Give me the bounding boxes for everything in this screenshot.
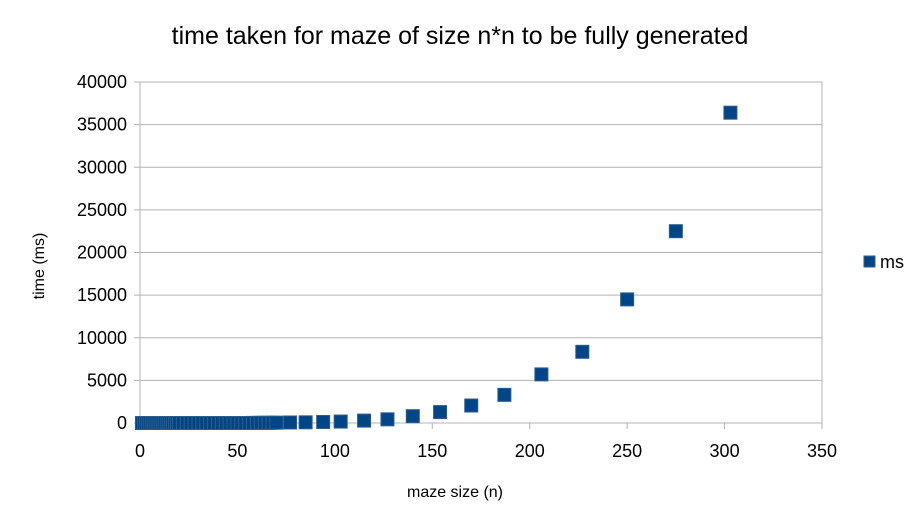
data-point (534, 367, 549, 382)
data-point (269, 415, 284, 430)
data-point (464, 398, 479, 413)
data-point (357, 413, 372, 428)
y-tick-label: 10000 (77, 328, 127, 348)
y-axis-title: time (ms) (31, 233, 48, 300)
x-tick-label: 50 (227, 441, 247, 461)
data-point (316, 414, 331, 429)
data-point (298, 415, 313, 430)
data-point (723, 105, 738, 120)
y-tick-label: 40000 (77, 72, 127, 92)
x-tick-label: 300 (710, 441, 740, 461)
x-tick-label: 0 (135, 441, 145, 461)
y-tick-label: 5000 (87, 370, 127, 390)
data-point (283, 415, 298, 430)
legend-label-ms: ms (880, 252, 904, 272)
data-point (433, 405, 448, 420)
y-tick-label: 30000 (77, 157, 127, 177)
legend-marker-ms (863, 255, 876, 268)
data-point (497, 387, 512, 402)
x-tick-label: 250 (612, 441, 642, 461)
data-point (333, 414, 348, 429)
gridlines (140, 81, 822, 424)
legend: ms (863, 252, 904, 272)
data-point (405, 409, 420, 424)
y-tick-label: 15000 (77, 285, 127, 305)
x-tick-label: 100 (320, 441, 350, 461)
data-point (620, 292, 635, 307)
y-tick-label: 20000 (77, 243, 127, 263)
data-points (134, 105, 738, 430)
x-tick-label: 150 (417, 441, 447, 461)
y-tick-label: 35000 (77, 115, 127, 135)
data-point (668, 224, 683, 239)
y-axis-ticks: 0 5000 10000 15000 20000 25000 30000 35000 40000 (77, 72, 140, 433)
x-tick-label: 350 (807, 441, 837, 461)
data-point (575, 344, 590, 359)
x-tick-label: 200 (515, 441, 545, 461)
x-axis-title: maze size (n) (407, 484, 503, 501)
y-tick-label: 25000 (77, 200, 127, 220)
x-axis-ticks: 0 50 100 150 200 250 300 350 (135, 423, 837, 461)
data-point (380, 412, 395, 427)
chart-title: time taken for maze of size n*n to be fu… (172, 22, 749, 50)
y-tick-label: 0 (117, 413, 127, 433)
